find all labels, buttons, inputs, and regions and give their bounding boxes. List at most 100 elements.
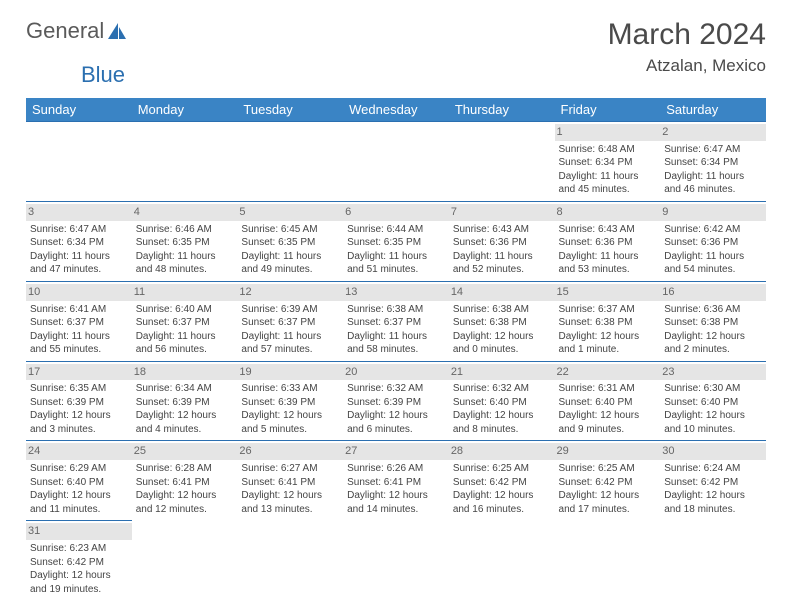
sunrise-text: Sunrise: 6:29 AM xyxy=(30,462,128,476)
day-number: 11 xyxy=(132,284,238,301)
day-number: 27 xyxy=(343,443,449,460)
daylight-text: Daylight: 11 hours xyxy=(559,250,657,264)
sunrise-text: Sunrise: 6:47 AM xyxy=(664,143,762,157)
month-title: March 2024 xyxy=(608,18,766,52)
daylight-text: and 46 minutes. xyxy=(664,183,762,197)
logo: General xyxy=(26,18,128,44)
daylight-text: and 10 minutes. xyxy=(664,423,762,437)
daylight-text: Daylight: 12 hours xyxy=(664,330,762,344)
calendar-cell: 29Sunrise: 6:25 AMSunset: 6:42 PMDayligh… xyxy=(555,441,661,521)
calendar-cell: 8Sunrise: 6:43 AMSunset: 6:36 PMDaylight… xyxy=(555,201,661,281)
location: Atzalan, Mexico xyxy=(608,56,766,76)
day-number: 23 xyxy=(660,364,766,381)
sunset-text: Sunset: 6:37 PM xyxy=(241,316,339,330)
sunrise-text: Sunrise: 6:39 AM xyxy=(241,303,339,317)
daylight-text: and 17 minutes. xyxy=(559,503,657,517)
day-number xyxy=(237,124,343,126)
day-number: 9 xyxy=(660,204,766,221)
daylight-text: and 11 minutes. xyxy=(30,503,128,517)
day-number: 24 xyxy=(26,443,132,460)
day-number xyxy=(237,523,343,525)
daylight-text: Daylight: 11 hours xyxy=(241,330,339,344)
day-header-row: Sunday Monday Tuesday Wednesday Thursday… xyxy=(26,98,766,122)
sunrise-text: Sunrise: 6:38 AM xyxy=(347,303,445,317)
sunrise-text: Sunrise: 6:30 AM xyxy=(664,382,762,396)
calendar-week: 3Sunrise: 6:47 AMSunset: 6:34 PMDaylight… xyxy=(26,201,766,281)
calendar-cell: 5Sunrise: 6:45 AMSunset: 6:35 PMDaylight… xyxy=(237,201,343,281)
day-number: 25 xyxy=(132,443,238,460)
calendar-cell: 7 Sunrise: 6:43 AMSunset: 6:36 PMDaylight… xyxy=(449,201,555,281)
sunset-text: Sunset: 6:36 PM xyxy=(664,236,762,250)
sunset-text: Sunset: 6:34 PM xyxy=(30,236,128,250)
daylight-text: and 52 minutes. xyxy=(453,263,551,277)
daylight-text: Daylight: 12 hours xyxy=(136,409,234,423)
calendar-cell: 4Sunrise: 6:46 AMSunset: 6:35 PMDaylight… xyxy=(132,201,238,281)
day-number: 14 xyxy=(449,284,555,301)
daylight-text: Daylight: 12 hours xyxy=(30,489,128,503)
sunrise-text: Sunrise: 6:25 AM xyxy=(559,462,657,476)
day-number: 15 xyxy=(555,284,661,301)
calendar-cell xyxy=(237,122,343,202)
daylight-text: Daylight: 12 hours xyxy=(453,489,551,503)
title-block: March 2024 Atzalan, Mexico xyxy=(608,18,766,76)
sunrise-text: Sunrise: 6:25 AM xyxy=(453,462,551,476)
calendar-cell: 21Sunrise: 6:32 AMSunset: 6:40 PMDayligh… xyxy=(449,361,555,441)
daylight-text: and 12 minutes. xyxy=(136,503,234,517)
sunset-text: Sunset: 6:34 PM xyxy=(559,156,657,170)
daylight-text: Daylight: 12 hours xyxy=(30,569,128,583)
daylight-text: and 54 minutes. xyxy=(664,263,762,277)
calendar-cell xyxy=(132,521,238,600)
day-number xyxy=(555,523,661,525)
sunrise-text: Sunrise: 6:24 AM xyxy=(664,462,762,476)
calendar-cell: 15Sunrise: 6:37 AMSunset: 6:38 PMDayligh… xyxy=(555,281,661,361)
calendar-cell: 16Sunrise: 6:36 AMSunset: 6:38 PMDayligh… xyxy=(660,281,766,361)
sunrise-text: Sunrise: 6:38 AM xyxy=(453,303,551,317)
day-number xyxy=(343,523,449,525)
logo-word1: General xyxy=(26,18,104,44)
calendar-cell xyxy=(237,521,343,600)
day-number: 2 xyxy=(660,124,766,141)
daylight-text: and 48 minutes. xyxy=(136,263,234,277)
calendar-cell xyxy=(26,122,132,202)
calendar-week: 31Sunrise: 6:23 AMSunset: 6:42 PMDayligh… xyxy=(26,521,766,600)
sunrise-text: Sunrise: 6:35 AM xyxy=(30,382,128,396)
daylight-text: Daylight: 12 hours xyxy=(664,409,762,423)
calendar-cell: 13Sunrise: 6:38 AMSunset: 6:37 PMDayligh… xyxy=(343,281,449,361)
sunrise-text: Sunrise: 6:43 AM xyxy=(453,223,551,237)
daylight-text: Daylight: 12 hours xyxy=(559,409,657,423)
sunset-text: Sunset: 6:37 PM xyxy=(30,316,128,330)
calendar-cell: 9Sunrise: 6:42 AMSunset: 6:36 PMDaylight… xyxy=(660,201,766,281)
daylight-text: Daylight: 12 hours xyxy=(453,330,551,344)
day-header: Monday xyxy=(132,98,238,122)
sunset-text: Sunset: 6:40 PM xyxy=(559,396,657,410)
sunset-text: Sunset: 6:39 PM xyxy=(347,396,445,410)
day-number xyxy=(26,124,132,126)
day-number: 7 xyxy=(449,204,555,221)
calendar-cell: 20Sunrise: 6:32 AMSunset: 6:39 PMDayligh… xyxy=(343,361,449,441)
day-number: 5 xyxy=(237,204,343,221)
day-header: Saturday xyxy=(660,98,766,122)
day-number: 30 xyxy=(660,443,766,460)
daylight-text: Daylight: 11 hours xyxy=(453,250,551,264)
daylight-text: Daylight: 12 hours xyxy=(347,489,445,503)
calendar-cell: 26Sunrise: 6:27 AMSunset: 6:41 PMDayligh… xyxy=(237,441,343,521)
daylight-text: Daylight: 12 hours xyxy=(241,409,339,423)
daylight-text: Daylight: 12 hours xyxy=(664,489,762,503)
sunset-text: Sunset: 6:36 PM xyxy=(453,236,551,250)
day-number xyxy=(132,124,238,126)
sunset-text: Sunset: 6:35 PM xyxy=(136,236,234,250)
day-header: Wednesday xyxy=(343,98,449,122)
day-number: 6 xyxy=(343,204,449,221)
daylight-text: and 2 minutes. xyxy=(664,343,762,357)
day-number: 21 xyxy=(449,364,555,381)
sunrise-text: Sunrise: 6:46 AM xyxy=(136,223,234,237)
day-number xyxy=(449,124,555,126)
calendar-cell: 30Sunrise: 6:24 AMSunset: 6:42 PMDayligh… xyxy=(660,441,766,521)
day-header: Sunday xyxy=(26,98,132,122)
day-number: 10 xyxy=(26,284,132,301)
daylight-text: Daylight: 12 hours xyxy=(559,330,657,344)
day-number xyxy=(449,523,555,525)
sunset-text: Sunset: 6:38 PM xyxy=(559,316,657,330)
daylight-text: Daylight: 12 hours xyxy=(136,489,234,503)
calendar-cell: 28Sunrise: 6:25 AMSunset: 6:42 PMDayligh… xyxy=(449,441,555,521)
